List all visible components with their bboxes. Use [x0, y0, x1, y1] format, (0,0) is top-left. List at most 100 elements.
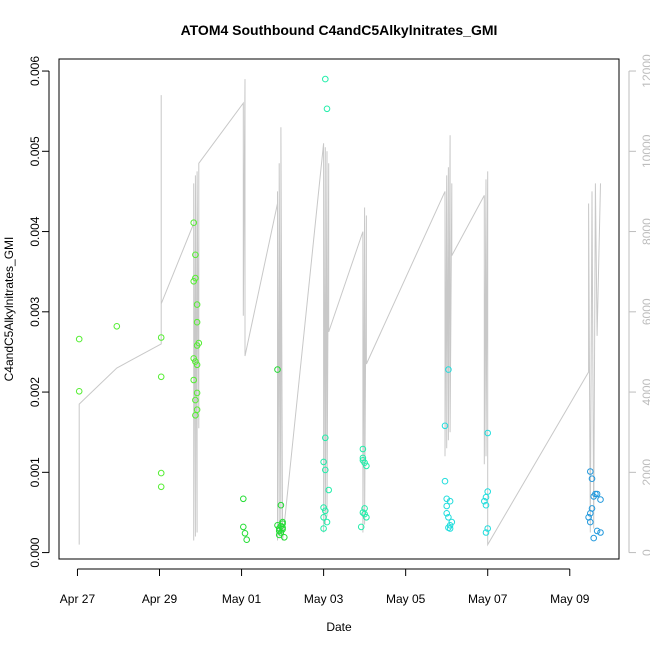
y-tick-label: 0.002 [28, 377, 42, 407]
data-point [240, 523, 247, 531]
data-point [446, 525, 454, 532]
data-point [443, 510, 451, 517]
data-point [361, 510, 368, 518]
data-point [275, 531, 283, 539]
y-tick-label: 0.004 [28, 216, 42, 246]
data-point [357, 523, 365, 531]
axes-layer: Apr 27 Apr 29 May 01 May 03 May 05 May 07 May … [28, 54, 650, 606]
data-point [320, 514, 327, 521]
data-point [484, 429, 492, 437]
data-point [190, 278, 197, 285]
data-point [445, 366, 452, 373]
data-point [363, 462, 370, 470]
data-point [277, 501, 285, 509]
chart-title: ATOM4 Southbound C4andC5Alkylnitrates_GM… [181, 22, 498, 38]
data-point [597, 529, 604, 536]
data-point [323, 105, 331, 113]
data-point [192, 274, 199, 282]
data-point [322, 507, 329, 515]
data-point [359, 445, 367, 453]
data-point [274, 366, 281, 373]
data-point [193, 318, 201, 326]
data-point [363, 514, 370, 521]
data-point [325, 486, 333, 494]
data-point [190, 355, 197, 362]
data-point [441, 422, 449, 430]
y-tick-label: 0.003 [28, 296, 42, 326]
y2-tick-label: 0 [640, 549, 650, 556]
data-point [587, 510, 594, 517]
x-tick-label: Apr 27 [60, 592, 96, 606]
data-point [192, 396, 199, 404]
x-axis-label: Date [326, 620, 352, 634]
data-point [361, 459, 368, 467]
x-tick-label: May 05 [386, 592, 426, 606]
data-point [482, 501, 490, 509]
y-tick-label: 0.001 [28, 457, 42, 487]
y-tick-label: 0.000 [28, 537, 42, 567]
x-tick-label: May 01 [222, 592, 262, 606]
altitude-line [78, 79, 601, 547]
y-axis-label: C4andC5Alkylnitrates_GMI [2, 237, 16, 382]
y2-tick-label: 12000 [640, 54, 650, 88]
y-tick-label: 0.006 [28, 56, 42, 86]
data-point [441, 477, 449, 485]
x-tick-label: May 07 [468, 592, 508, 606]
data-point [193, 301, 201, 308]
data-point [320, 504, 327, 511]
data-point [443, 502, 451, 510]
data-point [243, 536, 250, 544]
data-point [484, 525, 492, 532]
data-point [75, 388, 83, 395]
x-tick-label: Apr 29 [142, 592, 178, 606]
data-point [279, 518, 286, 526]
y2-tick-label: 2000 [640, 459, 650, 486]
data-point [157, 334, 165, 341]
data-point [193, 389, 201, 397]
data-point [195, 339, 203, 347]
data-point [446, 497, 454, 505]
data-point [481, 497, 488, 505]
data-point [75, 335, 83, 343]
data-point [322, 434, 329, 442]
data-point [113, 323, 121, 330]
data-point [322, 75, 329, 83]
data-point [597, 496, 604, 503]
data-point [587, 468, 594, 475]
data-point [192, 358, 199, 365]
data-point [448, 518, 456, 526]
data-point [322, 466, 329, 474]
data-point [240, 495, 247, 503]
data-point [359, 509, 367, 516]
data-point [157, 483, 165, 491]
y2-tick-label: 8000 [640, 218, 650, 245]
data-point [445, 514, 452, 521]
data-point [323, 518, 331, 526]
data-point [590, 534, 598, 542]
data-point [157, 469, 165, 477]
data-point [192, 251, 199, 259]
data-point [157, 373, 165, 381]
data-point [320, 525, 327, 532]
y-tick-label: 0.005 [28, 136, 42, 166]
data-point [241, 530, 249, 537]
x-tick-label: May 03 [304, 592, 344, 606]
data-point [190, 376, 197, 384]
y2-tick-label: 6000 [640, 298, 650, 325]
x-tick-label: May 09 [550, 592, 590, 606]
points-layer [75, 75, 604, 544]
y2-tick-label: 10000 [640, 134, 650, 168]
data-point [482, 529, 490, 536]
data-point [192, 412, 199, 419]
data-point [281, 534, 288, 541]
data-point [484, 488, 492, 495]
y2-tick-label: 4000 [640, 378, 650, 405]
data-point [588, 475, 596, 483]
altitude-line-layer [78, 79, 601, 547]
data-point [590, 493, 598, 500]
data-point [593, 527, 601, 535]
data-point [190, 219, 197, 226]
data-point [320, 458, 327, 466]
data-point [587, 518, 594, 526]
